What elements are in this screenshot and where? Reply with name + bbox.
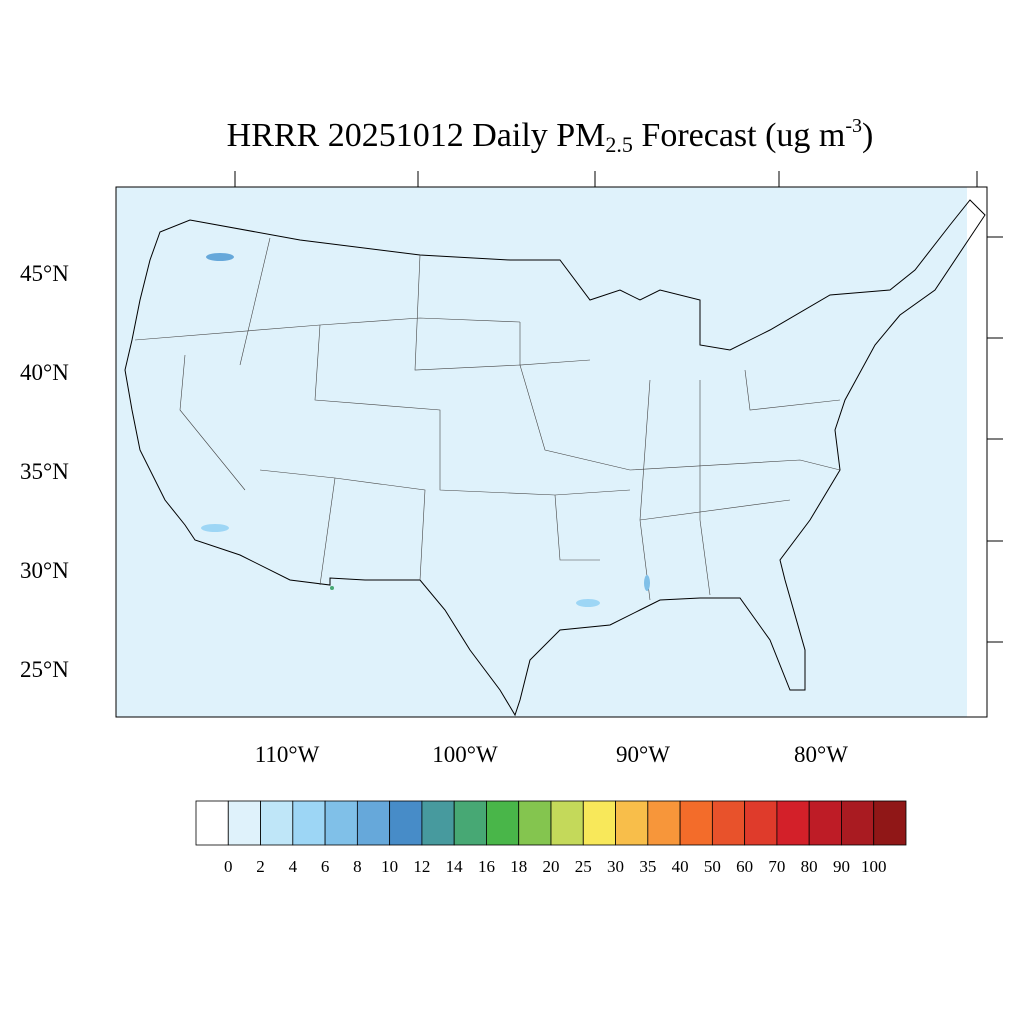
colorbar-label: 90 (832, 857, 850, 876)
colorbar-box (711, 800, 746, 846)
colorbar-box (389, 800, 423, 846)
colorbar-box (453, 800, 487, 846)
colorbar-label: 0 (224, 857, 233, 876)
colorbar-label: 30 (607, 857, 625, 876)
colorbar-label: 25 (574, 857, 592, 876)
colorbar-box (324, 800, 358, 846)
lon-label: 110°W (254, 742, 320, 767)
state-borders (134, 237, 841, 601)
colorbar-label: 6 (320, 857, 330, 876)
colorbar-box (356, 800, 391, 846)
lat-label: 45°N (20, 261, 69, 286)
colorbar-box (776, 800, 810, 846)
colorbar-label: 12 (413, 857, 431, 876)
colorbar-box (679, 800, 713, 846)
colorbar-box (260, 800, 294, 846)
colorbar-box (421, 800, 455, 846)
colorbar-box (841, 800, 875, 846)
lat-label: 35°N (20, 459, 69, 484)
hotspot-nm (330, 586, 334, 590)
colorbar-label: 16 (477, 857, 495, 876)
hotspot-socal (201, 524, 229, 532)
colorbar-label: 14 (445, 857, 463, 876)
colorbar-box (744, 800, 778, 846)
coastline (124, 199, 986, 717)
lon-label: 90°W (616, 742, 670, 767)
colorbar-box (647, 800, 681, 846)
colorbar-box (227, 800, 261, 846)
colorbar-box (582, 800, 616, 846)
colorbar-label: 100 (860, 857, 887, 876)
colorbar-label: 35 (639, 857, 657, 876)
colorbar-box (808, 800, 842, 846)
lon-label: 80°W (794, 742, 848, 767)
colorbar-box (486, 800, 520, 846)
lat-label: 25°N (20, 657, 69, 682)
colorbar-box (292, 800, 326, 846)
lat-label: 40°N (20, 360, 69, 385)
colorbar-label: 60 (736, 857, 754, 876)
colorbar-label: 4 (288, 857, 298, 876)
hotspot-washington (206, 253, 234, 261)
colorbar-label: 50 (703, 857, 721, 876)
colorbar-box (195, 800, 229, 846)
lat-label: 30°N (20, 558, 69, 583)
colorbar-box (615, 800, 649, 846)
colorbar-label: 10 (381, 857, 399, 876)
colorbar-label: 40 (671, 857, 689, 876)
hotspot-louisiana (576, 599, 600, 607)
map-frame (115, 186, 988, 718)
lon-label: 100°W (432, 742, 498, 767)
pm25-hotspots (201, 253, 650, 607)
colorbar-label: 70 (768, 857, 786, 876)
colorbar-label: 20 (542, 857, 560, 876)
conus-outline (124, 199, 986, 717)
colorbar-box (518, 800, 552, 846)
map-ticks (234, 171, 1003, 643)
hotspot-mississippi (644, 575, 650, 591)
colorbar (195, 800, 907, 846)
map-background (116, 187, 967, 717)
map-title: HRRR 20251012 Daily PM2.5 Forecast (ug m… (226, 115, 874, 157)
colorbar-box (873, 800, 907, 846)
colorbar-label: 80 (800, 857, 818, 876)
colorbar-label: 18 (510, 857, 528, 876)
colorbar-box (550, 800, 584, 846)
colorbar-label: 8 (353, 857, 362, 876)
colorbar-label: 2 (256, 857, 265, 876)
